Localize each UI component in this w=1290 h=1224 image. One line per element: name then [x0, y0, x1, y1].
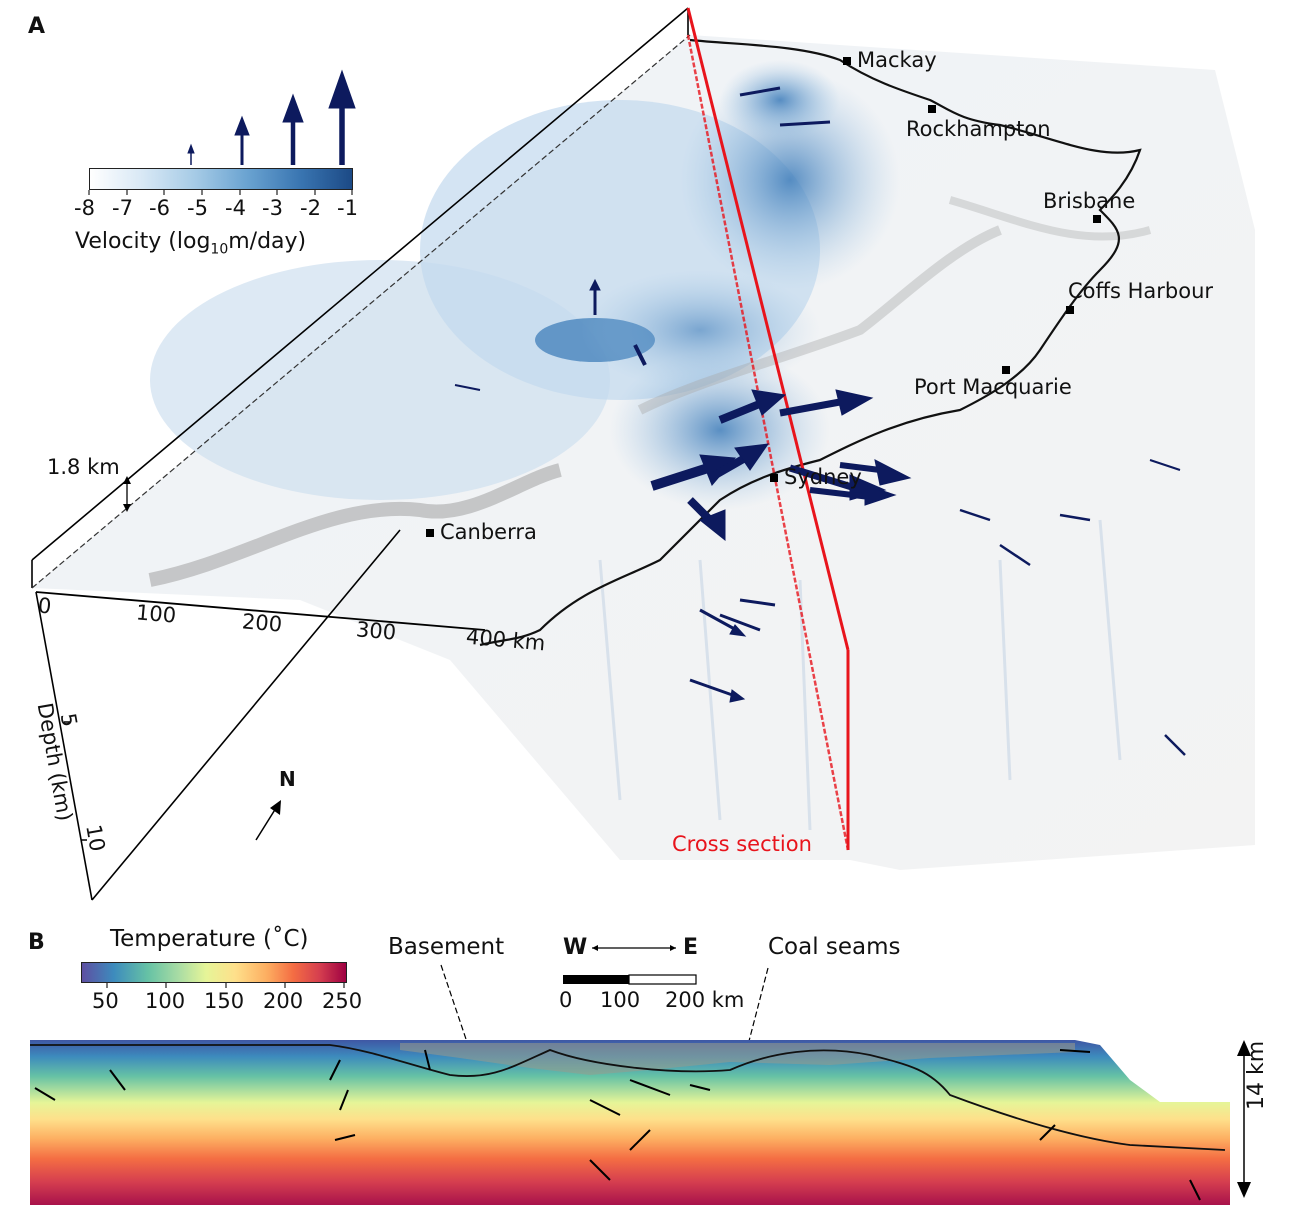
velocity-tick: -5 [187, 196, 208, 220]
velocity-tick: -2 [300, 196, 321, 220]
velocity-tick: -4 [225, 196, 246, 220]
velocity-tick: -1 [337, 196, 358, 220]
velocity-tick: -6 [149, 196, 170, 220]
temperature-legend-title: Temperature (˚C) [110, 926, 309, 952]
velocity-legend-title: Velocity (log10m/day) [75, 229, 306, 257]
west-east-arrow-icon [592, 945, 676, 951]
city-label-brisbane: Brisbane [1043, 189, 1136, 213]
city-label-mackay: Mackay [843, 48, 937, 72]
city-label-canberra: Canberra [426, 520, 537, 544]
city-marker-icon [1093, 215, 1101, 223]
north-label: N [279, 767, 296, 791]
velocity-tick: -7 [112, 196, 133, 220]
cross-section-overlay [30, 1040, 1230, 1201]
velocity-tick: -8 [74, 196, 95, 220]
city-marker-icon [426, 529, 434, 537]
scale-bar-black [563, 975, 629, 984]
temperature-tick: 150 [204, 989, 245, 1013]
vertical-scale-arrow [123, 476, 131, 512]
city-label-rockhampton: Rockhampton [906, 117, 1051, 141]
scale-bar-white [628, 974, 697, 985]
velocity-title-sub: 10 [210, 241, 229, 258]
scale-bar-tick: 0 [559, 988, 573, 1012]
city-marker-icon [928, 105, 936, 113]
velocity-title-prefix: Velocity (log [75, 229, 211, 254]
temperature-tick: 50 [92, 989, 119, 1013]
cross-section-line [686, 7, 850, 851]
scale-bar-tick: 100 [600, 988, 641, 1012]
velocity-arrows [454, 86, 1186, 756]
city-marker-icon [1002, 366, 1010, 374]
city-marker-icon [843, 57, 851, 65]
city-label-port-macquarie: Port Macquarie [914, 375, 1072, 399]
east-label: E [683, 935, 699, 960]
basement-annotation: Basement [388, 934, 505, 960]
city-marker-icon [770, 474, 778, 482]
temperature-tick: 250 [322, 989, 363, 1013]
velocity-tick: -3 [262, 196, 283, 220]
coal-seams-annotation: Coal seams [768, 934, 901, 960]
vertical-scale-label: 1.8 km [47, 455, 120, 479]
temperature-colorbar [81, 962, 347, 983]
depth-scale-arrow [1237, 1040, 1251, 1198]
scale-bar-tick: 200 km [665, 988, 745, 1012]
west-label: W [563, 935, 588, 960]
city-label-coffs-harbour: Coffs Harbour [1068, 279, 1214, 303]
panel-a-label: A [28, 14, 46, 39]
panel-b-label: B [28, 930, 45, 955]
temperature-tick: 200 [263, 989, 304, 1013]
city-marker-icon [1066, 306, 1074, 314]
velocity-title-suffix: m/day) [228, 229, 307, 254]
north-arrow-icon [255, 800, 281, 841]
depth-scale-label: 14 km [1244, 1040, 1269, 1110]
cross-section-label: Cross section [672, 832, 812, 856]
temperature-tick: 100 [145, 989, 186, 1013]
velocity-colorbar [89, 168, 353, 190]
cross-section-plot [30, 1040, 1230, 1205]
city-label-sydney: Sydney [770, 465, 862, 489]
